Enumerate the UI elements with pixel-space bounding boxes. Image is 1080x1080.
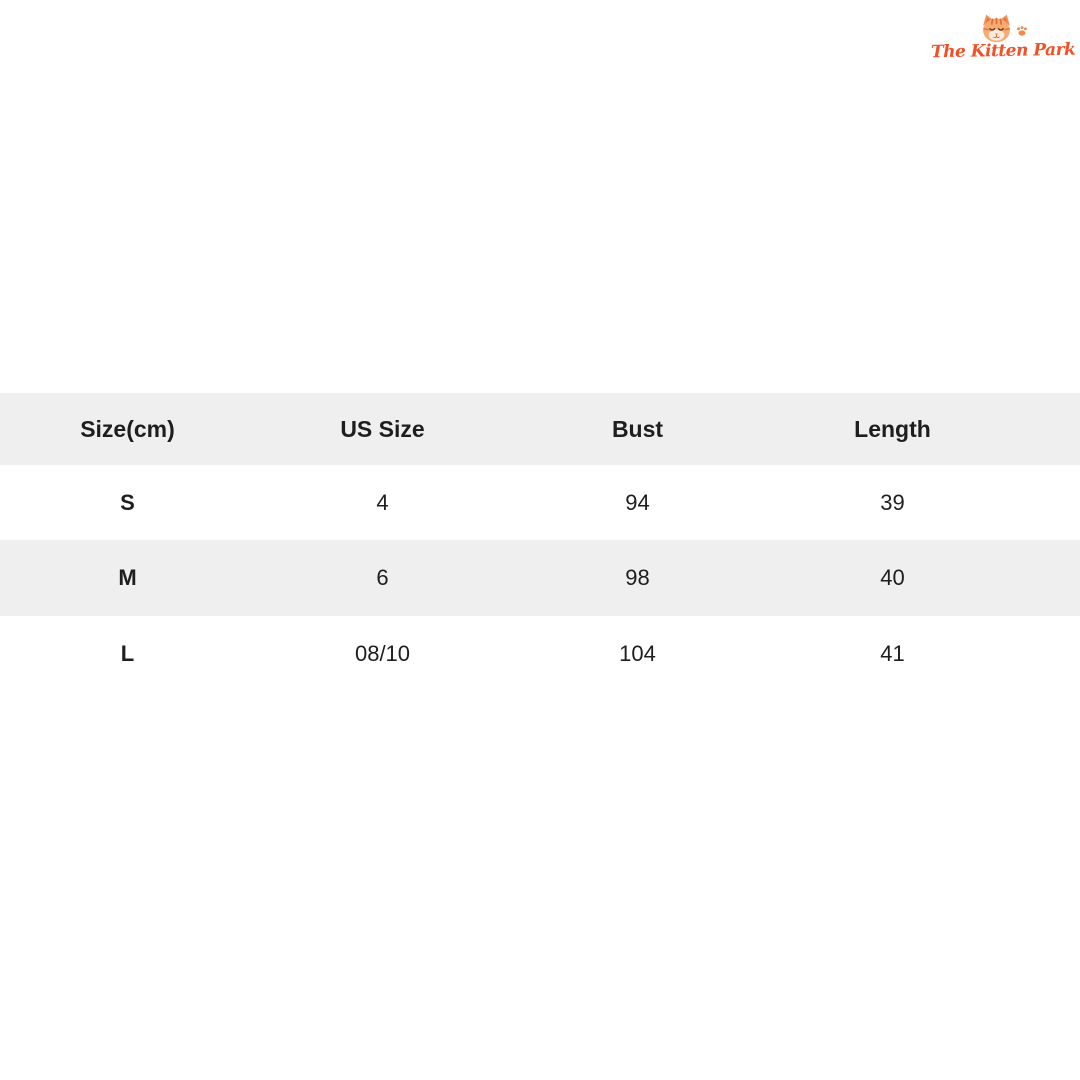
cell-us-size: 4 [376, 489, 389, 515]
brand-logo: The Kitten Park [931, 13, 1075, 62]
cell-length: 41 [880, 640, 905, 666]
size-chart-table: Size(cm) US Size Bust Length S 4 94 39 M… [0, 393, 1080, 691]
table-row-l: L 08/10 104 41 [0, 616, 1080, 691]
brand-name: The Kitten Park [930, 39, 1076, 63]
table-row-m: M 6 98 40 [0, 540, 1080, 616]
cell-us-size: 6 [376, 565, 389, 590]
cell-bust: 94 [625, 489, 650, 515]
cell-size: S [120, 489, 135, 515]
column-header-us-size: US Size [340, 415, 425, 442]
brand-logo-art [978, 13, 1028, 43]
paw-print-icon [1017, 26, 1027, 36]
cat-face-icon [983, 14, 1010, 43]
cell-length: 40 [880, 565, 905, 590]
column-header-bust: Bust [611, 415, 664, 442]
cell-bust: 98 [625, 565, 650, 590]
column-header-size: Size(cm) [80, 415, 175, 442]
cell-bust: 104 [619, 640, 656, 666]
cell-size: L [120, 640, 135, 666]
size-chart-header-row: Size(cm) US Size Bust Length [0, 393, 1080, 465]
cell-us-size: 08/10 [354, 640, 411, 666]
table-row-s: S 4 94 39 [0, 465, 1080, 540]
cell-length: 39 [880, 489, 905, 515]
column-header-length: Length [854, 415, 931, 442]
cell-size: M [118, 565, 137, 590]
